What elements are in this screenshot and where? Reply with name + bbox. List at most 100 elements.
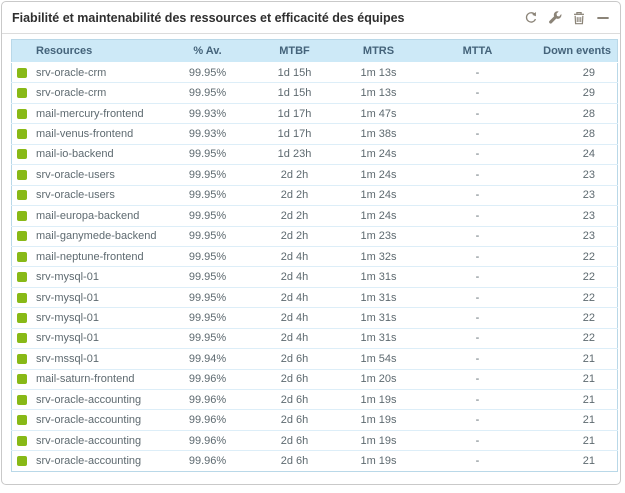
resource-cell: mail-ganymede-backend	[11, 225, 167, 247]
resource-name[interactable]: srv-oracle-accounting	[36, 455, 142, 468]
table-row: srv-oracle-accounting 99.96% 2d 6h 1m 19s -2…	[11, 409, 618, 431]
delete-button[interactable]	[571, 10, 586, 25]
resource-name[interactable]: mail-saturn-frontend	[36, 373, 135, 386]
column-header-mtrs[interactable]: MTRS	[340, 39, 417, 63]
resource-cell: srv-oracle-accounting	[11, 409, 167, 431]
resource-name[interactable]: srv-mysql-01	[36, 271, 99, 284]
resource-name[interactable]: srv-oracle-accounting	[36, 414, 142, 427]
resource-name[interactable]: mail-venus-frontend	[36, 128, 134, 141]
resource-cell: srv-oracle-users	[11, 184, 167, 206]
resource-name[interactable]: srv-oracle-users	[36, 168, 115, 181]
resource-cell: srv-oracle-accounting	[11, 388, 167, 410]
refresh-button[interactable]	[523, 10, 538, 25]
cell-mtbf: 2d 6h	[248, 429, 341, 451]
table-row: srv-oracle-users 99.95% 2d 2h 1m 24s -23	[11, 164, 618, 186]
resource-name[interactable]: mail-europa-backend	[36, 209, 140, 222]
cell-down-events: 22	[538, 307, 618, 329]
resource-name[interactable]: srv-mysql-01	[36, 291, 99, 304]
wrench-icon	[548, 10, 562, 25]
cell-mtta: -	[416, 245, 539, 267]
cell-mtrs: 1m 13s	[340, 61, 417, 83]
cell-mtta: -	[416, 450, 539, 472]
column-header-availability[interactable]: % Av.	[166, 39, 249, 63]
cell-mtrs: 1m 20s	[340, 368, 417, 390]
resource-cell: mail-io-backend	[11, 143, 167, 165]
availability-table-container: Resources % Av. MTBF MTRS MTTA Down even…	[11, 39, 618, 472]
resource-name[interactable]: srv-oracle-crm	[36, 87, 107, 100]
cell-availability: 99.95%	[166, 143, 249, 165]
column-header-mtbf[interactable]: MTBF	[248, 39, 341, 63]
cell-mtta: -	[416, 307, 539, 329]
status-ok-icon	[17, 149, 27, 160]
resource-cell: srv-oracle-users	[11, 164, 167, 186]
resource-name[interactable]: srv-mysql-01	[36, 311, 99, 324]
cell-mtta: -	[416, 205, 539, 226]
resource-name[interactable]: srv-mysql-01	[36, 332, 99, 345]
cell-mtta: -	[416, 61, 539, 83]
resource-name[interactable]: mail-neptune-frontend	[36, 250, 144, 263]
status-ok-icon	[17, 394, 27, 405]
cell-availability: 99.95%	[166, 266, 249, 288]
column-header-down-events[interactable]: Down events	[538, 39, 618, 63]
cell-down-events: 23	[538, 225, 618, 247]
resource-name[interactable]: srv-oracle-accounting	[36, 393, 142, 406]
cell-mtrs: 1m 19s	[340, 450, 417, 472]
table-row: mail-ganymede-backend 99.95% 2d 2h 1m 23s -2…	[11, 225, 618, 247]
status-ok-icon	[17, 333, 27, 344]
cell-mtta: -	[416, 164, 539, 186]
cell-mtrs: 1m 31s	[340, 286, 417, 308]
table-header-row: Resources % Av. MTBF MTRS MTTA Down even…	[11, 39, 618, 63]
cell-mtta: -	[416, 102, 539, 124]
cell-down-events: 29	[538, 61, 618, 83]
table-row: mail-venus-frontend 99.93% 1d 17h 1m 38s -28	[11, 123, 618, 145]
cell-availability: 99.94%	[166, 348, 249, 370]
cell-down-events: 21	[538, 368, 618, 390]
configure-button[interactable]	[547, 10, 562, 25]
cell-availability: 99.95%	[166, 82, 249, 104]
cell-down-events: 29	[538, 82, 618, 104]
table-row: srv-oracle-crm 99.95% 1d 15h 1m 13s -29	[11, 61, 618, 83]
cell-mtrs: 1m 38s	[340, 123, 417, 145]
cell-availability: 99.96%	[166, 409, 249, 431]
resource-cell: srv-oracle-crm	[11, 61, 167, 83]
status-ok-icon	[17, 312, 27, 323]
resource-cell: srv-oracle-accounting	[11, 429, 167, 451]
collapse-button[interactable]	[595, 10, 610, 25]
cell-mtbf: 1d 15h	[248, 61, 341, 83]
cell-mtrs: 1m 24s	[340, 184, 417, 206]
status-ok-icon	[17, 88, 27, 99]
table-row: mail-mercury-frontend 99.93% 1d 17h 1m 47s -…	[11, 102, 618, 124]
cell-mtrs: 1m 23s	[340, 225, 417, 247]
status-ok-icon	[17, 374, 27, 385]
trash-icon	[572, 11, 586, 25]
cell-down-events: 22	[538, 266, 618, 288]
column-header-mtta[interactable]: MTTA	[416, 39, 539, 63]
resource-cell: mail-europa-backend	[11, 205, 167, 226]
resource-name[interactable]: srv-oracle-users	[36, 189, 115, 202]
resource-name[interactable]: mail-ganymede-backend	[36, 230, 157, 243]
cell-mtta: -	[416, 348, 539, 370]
cell-mtta: -	[416, 123, 539, 145]
cell-availability: 99.95%	[166, 225, 249, 247]
resource-name[interactable]: srv-mssql-01	[36, 352, 99, 365]
minus-icon	[596, 11, 610, 25]
table-row: mail-saturn-frontend 99.96% 2d 6h 1m 20s -21	[11, 368, 618, 390]
status-ok-icon	[17, 415, 27, 426]
cell-mtrs: 1m 31s	[340, 327, 417, 349]
cell-mtrs: 1m 19s	[340, 409, 417, 431]
resource-name[interactable]: srv-oracle-accounting	[36, 434, 142, 447]
cell-mtrs: 1m 19s	[340, 429, 417, 451]
cell-mtbf: 1d 23h	[248, 143, 341, 165]
table-row: srv-oracle-crm 99.95% 1d 15h 1m 13s -29	[11, 82, 618, 104]
cell-down-events: 21	[538, 348, 618, 370]
status-ok-icon	[17, 272, 27, 283]
resource-name[interactable]: mail-mercury-frontend	[36, 107, 144, 120]
column-header-resources[interactable]: Resources	[11, 39, 167, 63]
resource-name[interactable]: mail-io-backend	[36, 148, 114, 161]
resource-cell: srv-oracle-crm	[11, 82, 167, 104]
status-ok-icon	[17, 169, 27, 180]
cell-down-events: 23	[538, 205, 618, 226]
resource-name[interactable]: srv-oracle-crm	[36, 66, 107, 79]
cell-down-events: 22	[538, 327, 618, 349]
cell-mtrs: 1m 54s	[340, 348, 417, 370]
